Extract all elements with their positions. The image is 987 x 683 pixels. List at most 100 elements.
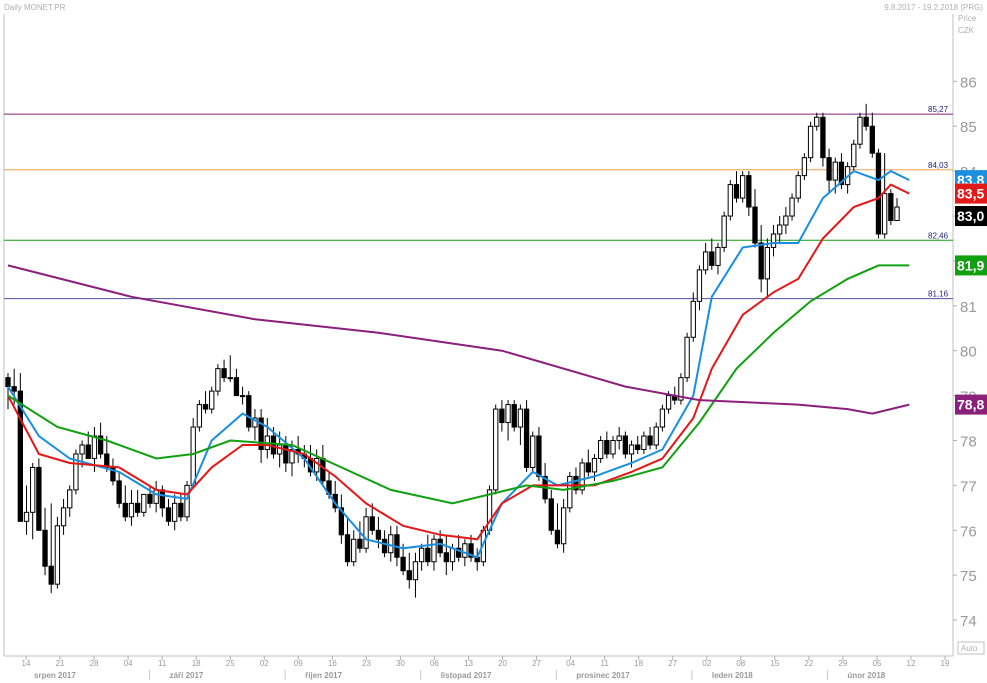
value-box-label-3: 81,9 — [957, 257, 984, 273]
y-tick-label: 75 — [960, 568, 977, 585]
y-tick-label: 86 — [960, 74, 977, 91]
candle-body — [202, 404, 209, 410]
candle-body — [777, 224, 783, 235]
x-tick-label: 25 — [226, 659, 235, 668]
candle-body — [715, 246, 721, 266]
candle-body — [857, 116, 863, 145]
x-tick-label: 18 — [192, 659, 201, 668]
candle-body — [443, 552, 449, 563]
candle-body — [48, 565, 54, 585]
x-tick-label: 19 — [941, 659, 950, 668]
candle-body — [530, 435, 536, 468]
price-label: Price — [958, 14, 977, 23]
candle-body — [499, 408, 505, 424]
auto-label: Auto — [961, 644, 978, 653]
candle-body — [678, 377, 684, 401]
candle-body — [221, 368, 227, 379]
candle-body — [869, 125, 875, 154]
y-tick-label: 85 — [960, 119, 977, 136]
y-tick-label: 76 — [960, 523, 977, 540]
x-tick-label: 22 — [804, 659, 813, 668]
month-label: září 2017 — [170, 671, 204, 680]
month-label: listopad 2017 — [441, 671, 492, 680]
auto-button[interactable] — [957, 641, 985, 655]
candle-body — [209, 390, 215, 410]
candle-body — [42, 529, 48, 567]
candle-body — [73, 453, 79, 491]
candle-body — [153, 489, 159, 504]
y-tick-label: 77 — [960, 478, 977, 495]
currency-label: CZK — [958, 26, 975, 35]
candle-body — [894, 206, 900, 222]
candle-body — [826, 157, 832, 181]
candle-body — [653, 426, 659, 446]
candle-body — [795, 175, 801, 199]
candle-body — [258, 417, 264, 450]
candle-body — [289, 448, 295, 464]
month-label: říjen 2017 — [305, 671, 342, 680]
month-label: únor 2018 — [847, 671, 885, 680]
candle-body — [616, 435, 622, 442]
candle-body — [591, 457, 598, 473]
candle-body — [147, 493, 153, 504]
candle-body — [36, 466, 42, 531]
candle-body — [764, 246, 771, 280]
candle-body — [283, 444, 289, 464]
x-tick-label: 16 — [328, 659, 337, 668]
candle-body — [881, 193, 888, 235]
candle-body — [388, 534, 394, 554]
candle-body — [690, 300, 696, 338]
x-tick-label: 28 — [90, 659, 99, 668]
candle-body — [85, 444, 91, 459]
candle-body — [54, 525, 61, 585]
candle-body — [567, 475, 573, 509]
candle-body — [493, 408, 499, 491]
header-left: Daily MONET.PR — [4, 3, 66, 12]
candle-body — [344, 534, 351, 563]
candle-body — [79, 444, 85, 455]
candle-body — [270, 435, 277, 455]
candle-body — [233, 377, 240, 397]
value-box-label-2: 83,0 — [957, 208, 984, 224]
y-tick-label: 81 — [960, 299, 977, 316]
x-tick-label: 12 — [907, 659, 916, 668]
candle-body — [721, 215, 727, 248]
candle-body — [159, 489, 166, 509]
candle-body — [733, 184, 740, 199]
candle-body — [449, 547, 456, 563]
x-tick-label: 06 — [430, 659, 439, 668]
candle-body — [505, 404, 511, 424]
candle-body — [5, 377, 11, 388]
candle-body — [622, 435, 629, 455]
candle-body — [554, 529, 561, 545]
x-tick-label: 13 — [464, 659, 473, 668]
candle-body — [610, 440, 616, 455]
series-line-3 — [7, 264, 910, 415]
x-tick-label: 04 — [124, 659, 133, 668]
candle-body — [30, 466, 36, 513]
candle-body — [165, 507, 172, 522]
x-tick-label: 02 — [702, 659, 711, 668]
x-tick-label: 09 — [294, 659, 303, 668]
candle-body — [573, 475, 579, 491]
level-label-2: 82,46 — [928, 231, 949, 240]
candle-body — [456, 547, 462, 558]
candle-body — [838, 161, 845, 186]
x-tick-label: 18 — [634, 659, 643, 668]
value-box-3 — [955, 255, 987, 276]
candle-body — [97, 435, 104, 455]
candle-body — [604, 440, 610, 455]
y-tick-label: 78 — [960, 434, 977, 451]
value-box-2 — [955, 206, 987, 227]
candle-body — [196, 404, 203, 428]
candle-body — [468, 543, 474, 558]
x-tick-label: 15 — [770, 659, 779, 668]
candle-body — [190, 426, 196, 486]
candle-body — [67, 489, 73, 509]
candle-body — [418, 547, 425, 563]
candle-body — [381, 538, 388, 554]
candle-body — [141, 493, 147, 513]
candle-body — [276, 444, 283, 455]
